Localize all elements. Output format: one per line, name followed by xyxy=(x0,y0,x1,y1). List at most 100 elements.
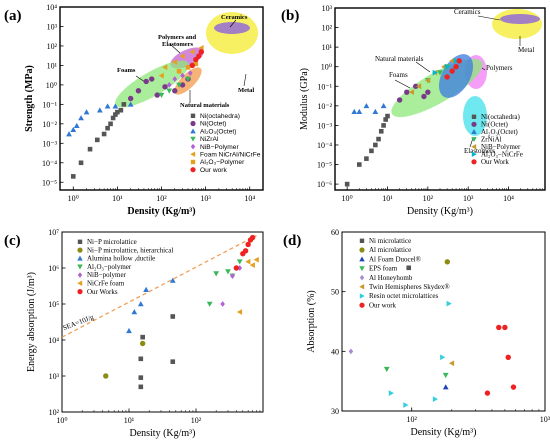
legend-label: Ni(octahedra) xyxy=(200,113,240,120)
x-axis-label: Density (Kg/m³) xyxy=(127,206,195,217)
region-annotation: Foams xyxy=(117,67,136,74)
data-point xyxy=(372,108,379,115)
x-tick-label: 10⁰ xyxy=(342,194,353,203)
legend-marker xyxy=(77,247,83,253)
data-point xyxy=(442,384,449,390)
data-point xyxy=(432,69,438,76)
data-point xyxy=(444,74,450,80)
legend-label: Our Work xyxy=(481,158,509,166)
y-tick-label: 10⁻² xyxy=(42,120,57,129)
legend-label: EPS foam xyxy=(369,265,398,273)
data-point xyxy=(448,360,455,367)
data-point xyxy=(112,103,119,109)
data-point xyxy=(70,174,76,179)
annotation-leader xyxy=(243,73,247,87)
data-point xyxy=(245,241,251,248)
data-point xyxy=(185,76,191,82)
data-point xyxy=(158,92,165,98)
legend-label: Foam NiCrAl/NiCrFe xyxy=(200,152,261,159)
data-point xyxy=(484,390,491,396)
data-point xyxy=(162,84,168,90)
legend-marker xyxy=(359,247,365,253)
data-point xyxy=(131,309,138,315)
legend-label: Ni(octahedra) xyxy=(481,113,521,121)
data-point xyxy=(172,76,178,82)
foams-region xyxy=(115,60,189,108)
data-point xyxy=(149,76,155,82)
data-point xyxy=(189,48,195,55)
panel-d: 10² 10³ 30 40 50 60 (d) Density (Kg/m³) Absorpti… xyxy=(283,228,550,438)
data-point xyxy=(94,137,100,143)
data-point xyxy=(158,72,164,79)
data-point xyxy=(233,265,240,271)
data-point xyxy=(502,324,508,331)
annotation-leader xyxy=(415,61,431,73)
data-point xyxy=(363,102,370,109)
data-point xyxy=(453,64,459,70)
metal-region xyxy=(492,9,542,39)
y-tick-label: 10⁻² xyxy=(317,102,332,111)
axes-frame xyxy=(61,231,264,413)
data-point xyxy=(170,359,176,364)
data-point xyxy=(453,57,459,64)
region-annotation: Ceramics xyxy=(221,14,248,21)
panel-a: 10⁰ 10¹ 10² 10³ 10⁴ 10⁻⁵ 10⁻⁴ 10⁻³ 10⁻² 10⁻¹ 10⁰ 10… xyxy=(4,3,264,217)
y-tick-label: 10⁻¹ xyxy=(317,82,332,91)
panel-label: (d) xyxy=(283,233,301,249)
data-point xyxy=(356,162,362,167)
y-tick-label: 10³ xyxy=(322,4,333,13)
y-tick-label: 10⁻⁴ xyxy=(317,141,332,150)
region-annotation: Foams xyxy=(389,71,408,79)
data-point xyxy=(138,384,144,390)
data-point xyxy=(356,108,363,115)
annotation-leader xyxy=(229,19,237,28)
data-point xyxy=(113,112,118,117)
legend-label: NiB−Polymer xyxy=(200,144,239,151)
data-point xyxy=(135,88,142,94)
y-tick-label: 10⁰ xyxy=(321,63,332,72)
data-point xyxy=(383,366,390,373)
data-point xyxy=(139,340,146,347)
region-annotation: Ceramics xyxy=(454,8,481,16)
legend-label: Our work xyxy=(200,167,227,174)
data-point xyxy=(171,59,178,65)
data-point xyxy=(496,324,502,331)
data-point xyxy=(510,384,517,390)
data-point xyxy=(236,309,243,315)
data-point xyxy=(432,396,439,402)
data-point xyxy=(351,108,358,115)
data-point xyxy=(413,83,419,89)
data-point xyxy=(185,65,191,70)
legend-label: Twin Hemispheres Skydex® xyxy=(369,283,450,291)
legend-label: Ni microlattice xyxy=(369,237,411,245)
data-point xyxy=(376,136,381,142)
y-axis-label: Absorption (%) xyxy=(306,290,317,353)
legend-marker xyxy=(77,239,83,244)
legend-label: Ni(Octet) xyxy=(200,121,226,128)
legend-marker xyxy=(77,289,83,295)
legend-marker xyxy=(190,143,196,150)
data-point xyxy=(193,61,199,67)
data-point xyxy=(378,128,384,134)
data-point xyxy=(425,89,431,95)
x-tick-label: 10¹ xyxy=(124,416,135,425)
data-point xyxy=(237,265,243,271)
x-tick-label: 10⁴ xyxy=(244,194,255,203)
legend-label: Ni−P microlattice xyxy=(87,238,137,246)
annotation-leader xyxy=(481,67,486,71)
data-point xyxy=(383,117,388,122)
data-point xyxy=(83,109,90,115)
legend-marker xyxy=(77,272,83,278)
data-point xyxy=(170,314,176,319)
panel-label: (a) xyxy=(4,8,22,24)
x-tick-label: 10⁰ xyxy=(56,416,67,425)
data-point xyxy=(403,402,409,408)
data-point xyxy=(138,375,144,380)
y-tick-label: 10² xyxy=(49,408,60,417)
data-point xyxy=(127,95,134,102)
panel-label: (b) xyxy=(281,8,299,24)
legend-label: ZrNiAl xyxy=(481,136,502,144)
data-point xyxy=(408,89,415,96)
data-point xyxy=(406,265,412,271)
data-point xyxy=(449,57,455,64)
